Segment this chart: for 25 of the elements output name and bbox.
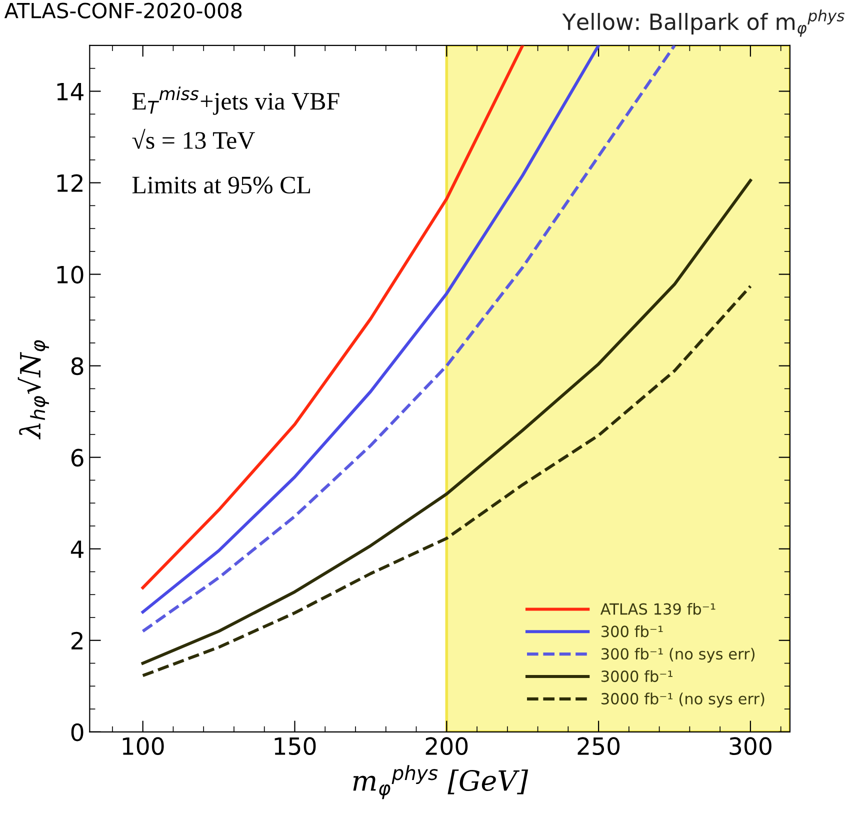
x-tick-label: 300 (730, 737, 772, 756)
x-tick-label: 100 (122, 737, 164, 756)
x-tick-label: 250 (578, 737, 620, 756)
y-tick-label: 14 (57, 83, 84, 100)
band-label: Yellow: Ballpark of m$_{φ}$$^{phys}$ (562, 9, 844, 37)
x-axis-title: m$_{φ}$$^{phys}$ [GeV] (353, 765, 528, 800)
legend-label: 3000 fb⁻¹ (no sys err) (601, 692, 764, 708)
legend-label: 3000 fb⁻¹ (601, 670, 672, 682)
chart-title: ATLAS-CONF-2020-008 (4, 2, 242, 18)
y-tick-label: 0 (71, 723, 84, 742)
legend-label: 300 fb⁻¹ (601, 625, 663, 638)
y-tick-label: 8 (71, 357, 84, 376)
y-tick-label: 6 (71, 448, 84, 467)
annotation: √s = 13 TeV (132, 128, 255, 150)
y-tick-label: 10 (57, 266, 84, 284)
y-tick-label: 2 (72, 632, 82, 650)
x-tick-label: 200 (426, 737, 468, 756)
annotation: Limits at 95% CL (132, 176, 310, 194)
legend-label: ATLAS 139 fb⁻¹ (600, 602, 716, 615)
annotation: E$_{T}$$^{miss}$+jets via VBF (132, 86, 340, 115)
y-tick-label: 4 (70, 540, 84, 558)
x-tick-label: 150 (274, 737, 316, 756)
legend-label: 300 fb⁻¹ (no sys err) (601, 648, 754, 663)
y-tick-label: 12 (57, 174, 82, 192)
y-axis-title: λ$_{hφ}$√N$_{φ}$ (18, 340, 49, 440)
